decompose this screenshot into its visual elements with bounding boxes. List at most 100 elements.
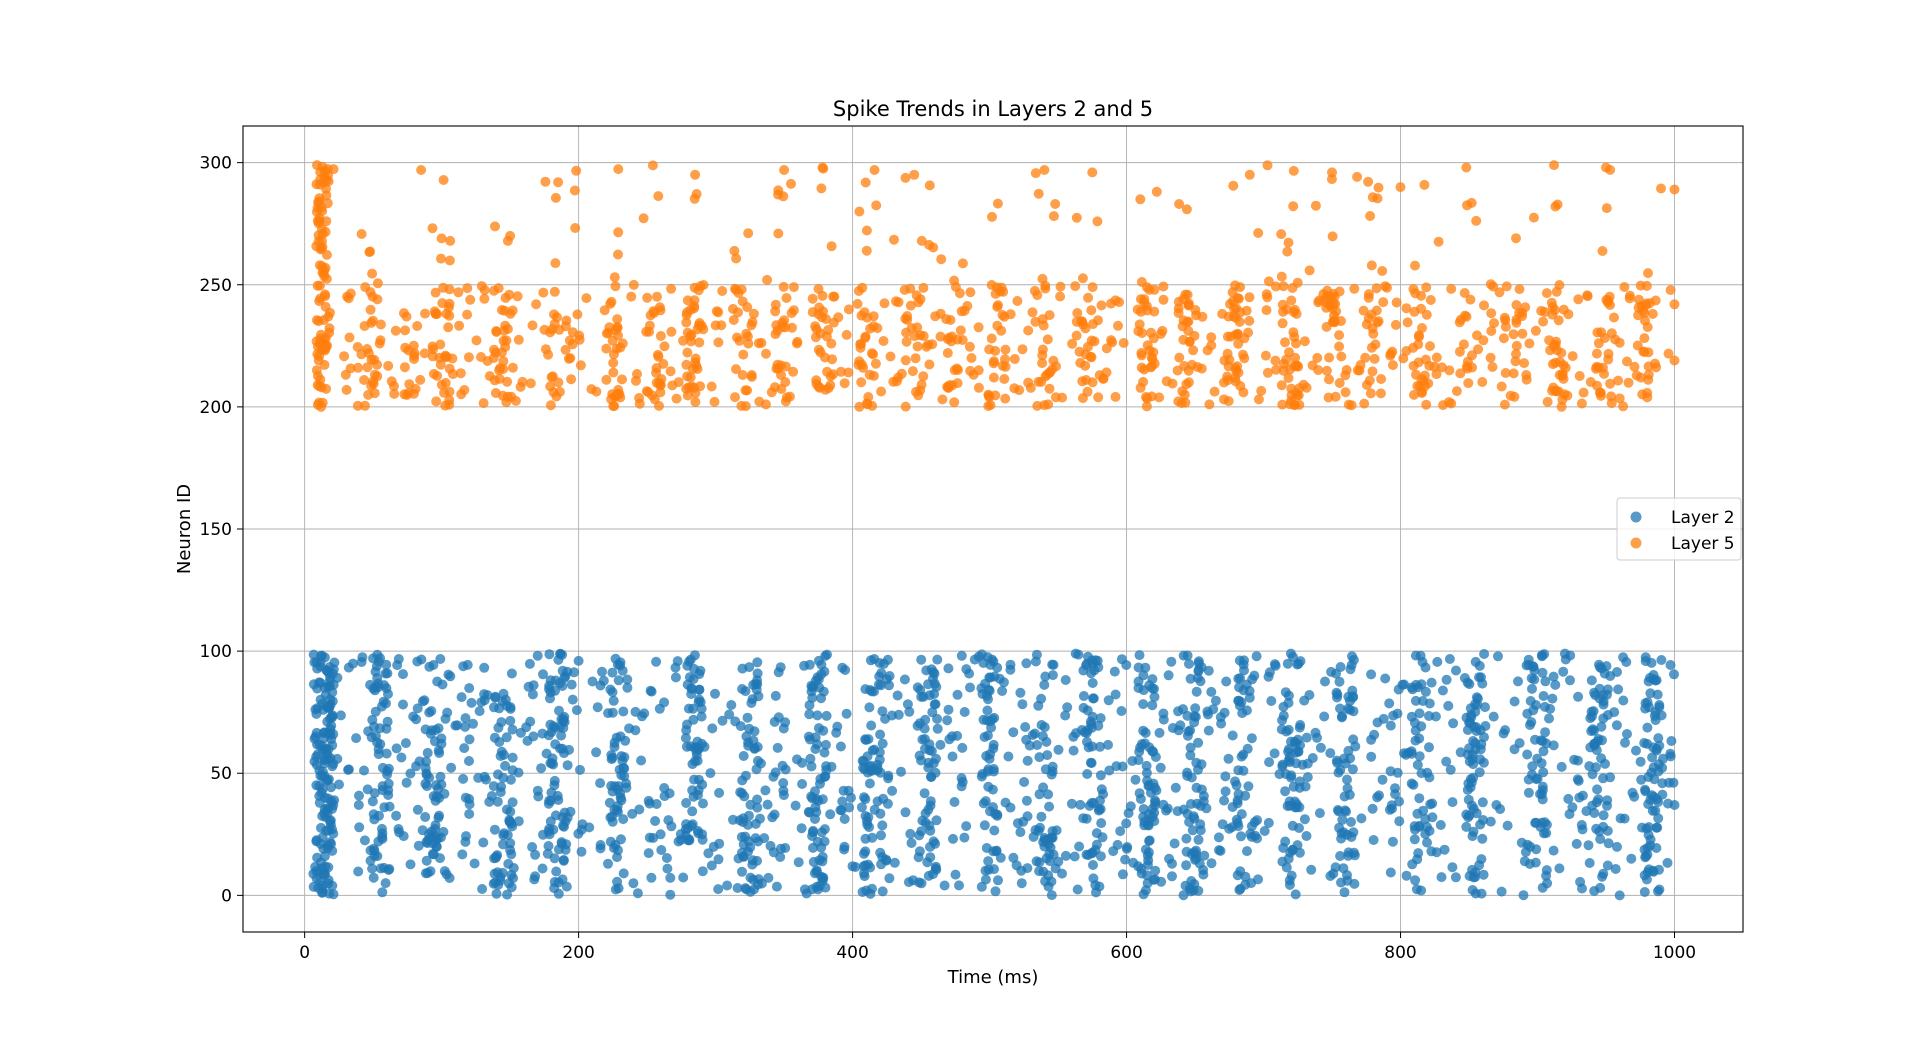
spike-point (917, 734, 928, 745)
spike-point (644, 320, 655, 331)
spike-point (462, 309, 473, 320)
spike-point (916, 654, 927, 665)
spike-point (434, 793, 445, 803)
chart-title: Spike Trends in Layers 2 and 5 (833, 97, 1153, 121)
spike-point (1062, 702, 1073, 713)
spike-point (430, 287, 441, 298)
spike-point (436, 779, 447, 790)
spike-point (1531, 774, 1542, 785)
spike-point (877, 886, 888, 897)
spike-point (438, 826, 449, 837)
spike-point (1015, 827, 1026, 838)
spike-point (408, 388, 419, 399)
spike-point (474, 706, 485, 717)
spike-point (1282, 246, 1293, 257)
spike-point (436, 233, 447, 244)
spike-point (1283, 373, 1294, 383)
spike-point (1278, 701, 1289, 712)
spike-point (1653, 733, 1664, 744)
spike-point (1479, 649, 1490, 659)
spike-point (742, 385, 753, 396)
spike-point (737, 866, 747, 877)
spike-point (1155, 329, 1166, 339)
spike-point (893, 297, 904, 308)
spike-point (737, 684, 748, 694)
spike-point (463, 352, 474, 363)
spike-point (655, 829, 666, 840)
spike-point (1037, 344, 1048, 355)
spike-point (982, 705, 993, 716)
spike-point (836, 366, 846, 377)
spike-point (689, 295, 700, 306)
spike-point (1193, 737, 1204, 748)
spike-point (1185, 886, 1196, 897)
spike-point (420, 724, 431, 735)
spike-point (365, 246, 376, 257)
spike-point (1409, 834, 1420, 845)
spike-point (859, 792, 869, 803)
spike-point (391, 743, 402, 754)
spike-point (546, 372, 557, 383)
spike-point (550, 258, 561, 269)
spike-point (567, 694, 578, 705)
spike-point (1104, 765, 1115, 776)
spike-point (1134, 319, 1145, 330)
spike-point (1526, 673, 1537, 684)
spike-point (1031, 649, 1042, 660)
spike-point (1288, 201, 1299, 212)
spike-point (1032, 740, 1043, 750)
spike-point (1103, 695, 1114, 706)
spike-point (930, 311, 941, 322)
spike-point (1477, 377, 1488, 387)
spike-point (370, 706, 381, 717)
spike-point (1235, 282, 1246, 293)
spike-point (684, 656, 695, 667)
spike-point (1196, 759, 1207, 770)
spike-point (1393, 684, 1404, 695)
spike-point (617, 665, 628, 676)
spike-point (1479, 732, 1489, 743)
spike-point (1330, 391, 1341, 402)
spike-point (1499, 399, 1510, 410)
spike-point (1025, 382, 1036, 393)
spike-point (389, 381, 399, 392)
spike-point (1039, 679, 1050, 690)
spike-point (1263, 817, 1274, 828)
spike-point (1169, 838, 1180, 849)
spike-point (490, 691, 501, 702)
spike-point (1087, 167, 1098, 178)
spike-point (1410, 735, 1421, 746)
spike-point (335, 710, 346, 721)
spike-point (1146, 327, 1156, 338)
spike-point (1170, 782, 1181, 793)
spike-point (1335, 851, 1346, 861)
spike-point (1044, 856, 1055, 867)
spike-point (1508, 329, 1519, 340)
spike-point (1438, 400, 1448, 411)
spike-point (1416, 885, 1427, 896)
spike-point (440, 713, 451, 724)
spike-point (1135, 194, 1146, 205)
spike-point (359, 375, 370, 385)
spike-point (613, 227, 624, 238)
spike-point (1436, 872, 1447, 883)
spike-point (1276, 380, 1287, 391)
spike-point (498, 364, 509, 374)
spike-point (1244, 692, 1255, 703)
spike-point (1591, 348, 1602, 359)
spike-point (1461, 162, 1472, 173)
spike-point (786, 178, 796, 189)
spike-point (924, 359, 935, 370)
spike-point (1314, 295, 1325, 306)
spike-point (1116, 654, 1127, 665)
spike-point (1331, 687, 1342, 698)
spike-point (775, 852, 786, 862)
spike-point (1139, 364, 1150, 375)
spike-point (1560, 362, 1571, 373)
spike-point (1563, 309, 1574, 320)
spike-point (790, 800, 801, 811)
spike-point (1348, 654, 1359, 665)
spike-point (1623, 377, 1634, 388)
spike-point (759, 833, 770, 844)
spike-point (771, 881, 782, 892)
